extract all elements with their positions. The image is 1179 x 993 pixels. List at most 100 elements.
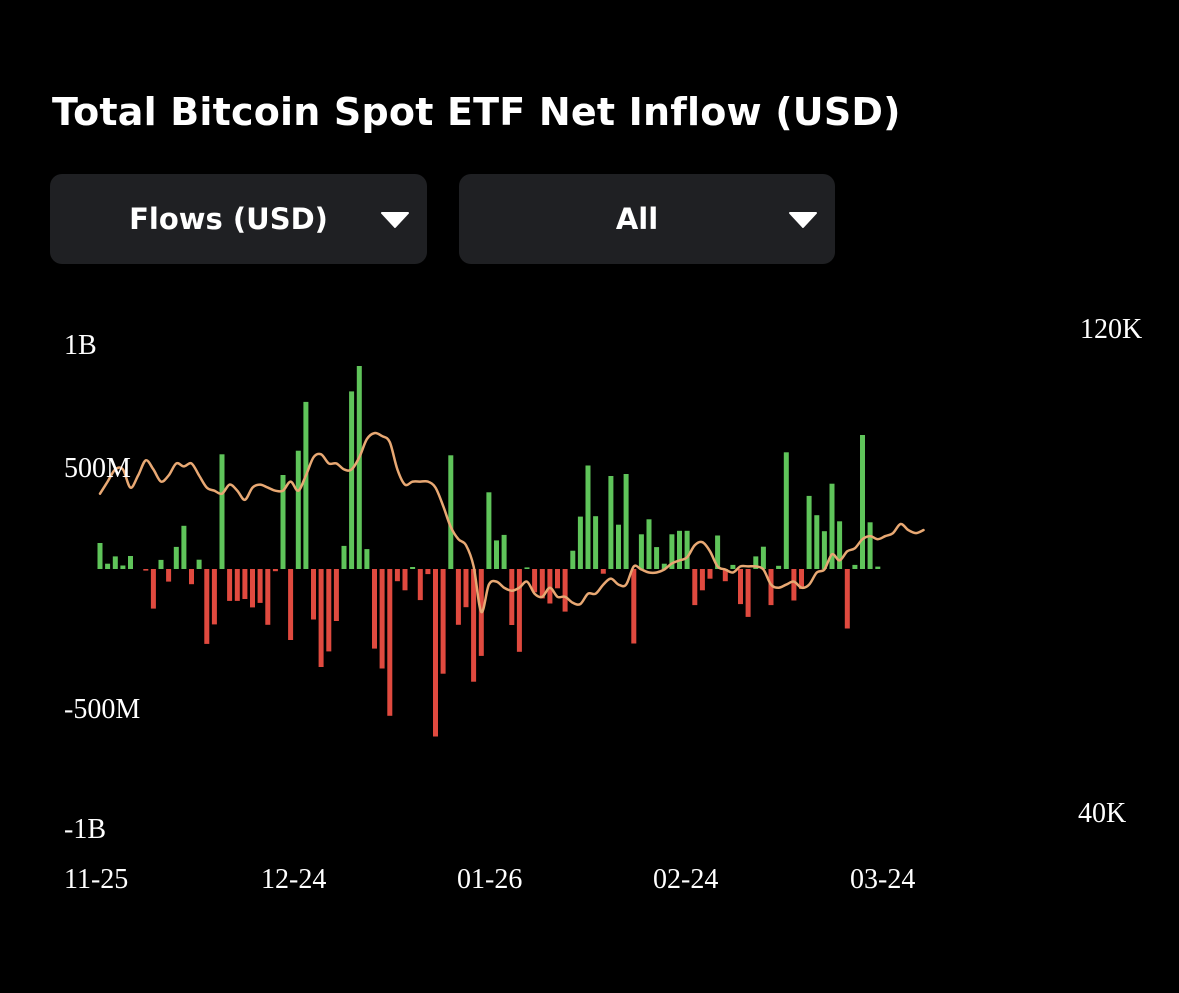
outflow-bar <box>562 569 568 612</box>
inflow-bar <box>501 534 507 569</box>
inflow-bar <box>776 565 782 569</box>
inflow-bar <box>448 455 454 569</box>
x-tick-label: 02-24 <box>653 864 718 895</box>
inflow-bar <box>684 530 690 569</box>
y-right-tick-label: 120K <box>1080 314 1142 345</box>
inflow-bar <box>669 534 675 569</box>
inflow-bar <box>585 465 591 569</box>
inflow-bar <box>280 475 286 569</box>
inflow-bar <box>814 515 820 569</box>
y-right-tick-label: 40K <box>1078 798 1126 829</box>
inflow-bar <box>303 401 309 569</box>
inflow-bar <box>638 534 644 569</box>
inflow-bar <box>654 547 660 569</box>
inflow-bar <box>341 545 347 569</box>
outflow-bar <box>333 569 339 621</box>
inflow-bar <box>646 519 652 569</box>
inflow-bar <box>181 525 187 569</box>
outflow-bar <box>631 569 637 644</box>
chevron-down-icon <box>381 212 409 228</box>
inflow-bar <box>219 454 225 569</box>
outflow-bar <box>211 569 217 625</box>
outflow-bar <box>250 569 255 608</box>
outflow-bar <box>745 569 751 617</box>
price-line <box>98 431 925 614</box>
inflow-bar <box>158 559 164 569</box>
outflow-bar <box>150 569 156 609</box>
inflow-bar <box>128 556 133 569</box>
x-tick-label: 03-24 <box>850 864 915 895</box>
outflow-bar <box>143 569 149 571</box>
outflow-bar <box>516 569 522 652</box>
x-tick-label: 01-26 <box>457 864 522 895</box>
outflow-bar <box>394 569 400 582</box>
inflow-bar <box>577 516 583 569</box>
outflow-bar <box>189 569 194 585</box>
outflow-bar <box>425 569 431 575</box>
inflow-bar <box>677 530 682 569</box>
inflow-bar <box>410 567 416 569</box>
outflow-bar <box>234 569 240 601</box>
outflow-bar <box>791 569 797 601</box>
inflow-bar <box>829 483 835 569</box>
y-left-tick-label: 1B <box>64 330 97 361</box>
x-tick-label: 11-25 <box>64 864 128 895</box>
outflow-bar <box>707 569 713 579</box>
outflow-bar <box>318 569 324 667</box>
y-left-tick-label: -1B <box>64 814 106 845</box>
inflow-bar <box>837 521 843 569</box>
outflow-bar <box>372 569 377 649</box>
inflow-bar <box>760 546 766 569</box>
page-title: Total Bitcoin Spot ETF Net Inflow (USD) <box>52 90 901 134</box>
inflow-bar <box>356 366 362 569</box>
inflow-bar <box>593 516 599 569</box>
range-dropdown-label: All <box>615 202 659 236</box>
outflow-bar <box>600 569 606 574</box>
outflow-bar <box>242 569 248 599</box>
inflow-bar <box>120 565 126 569</box>
outflow-bar <box>417 569 423 601</box>
outflow-bar <box>204 569 210 644</box>
outflow-bar <box>844 569 850 629</box>
outflow-bar <box>799 569 804 589</box>
outflow-bar <box>379 569 385 669</box>
metric-dropdown[interactable]: Flows (USD) <box>50 174 427 264</box>
inflow-bar <box>97 543 103 569</box>
y-left-tick-label: -500M <box>64 694 140 725</box>
outflow-bar <box>288 569 294 640</box>
inflow-bar <box>524 567 530 569</box>
inflow-bar <box>196 559 202 569</box>
outflow-bar <box>326 569 332 652</box>
outflow-bar <box>455 569 461 625</box>
outflow-bar <box>311 569 316 620</box>
outflow-bar <box>440 569 446 674</box>
outflow-bar <box>463 569 469 608</box>
inflow-bar <box>295 450 301 569</box>
range-dropdown[interactable]: All <box>459 174 835 264</box>
outflow-bar <box>433 569 438 737</box>
inflow-bar <box>608 476 614 569</box>
outflow-bar <box>402 569 408 591</box>
inflow-bar <box>105 563 111 569</box>
outflow-bar <box>722 569 728 582</box>
inflow-bar <box>661 563 667 569</box>
inflow-bar <box>623 474 629 569</box>
inflow-bar <box>875 566 881 569</box>
outflow-bar <box>471 569 477 682</box>
outflow-bar <box>547 569 553 604</box>
y-left-tick-label: 500M <box>64 453 131 484</box>
inflow-bar <box>570 550 576 569</box>
price-line-group <box>98 431 925 614</box>
outflow-bar <box>257 569 263 603</box>
outflow-bar <box>738 569 743 605</box>
outflow-bar <box>768 569 774 606</box>
outflow-bar <box>532 569 538 593</box>
inflow-bar <box>753 556 759 569</box>
outflow-bar <box>509 569 515 625</box>
metric-dropdown-label: Flows (USD) <box>129 202 328 236</box>
inflow-bar <box>112 556 118 569</box>
inflow-bar <box>349 391 355 569</box>
inflow-bar <box>867 522 873 569</box>
inflow-bar <box>173 546 179 569</box>
axes: 1B 500M -500M -1B 120K 40K 11-25 12-24 01-26 02-2… <box>64 314 1142 895</box>
